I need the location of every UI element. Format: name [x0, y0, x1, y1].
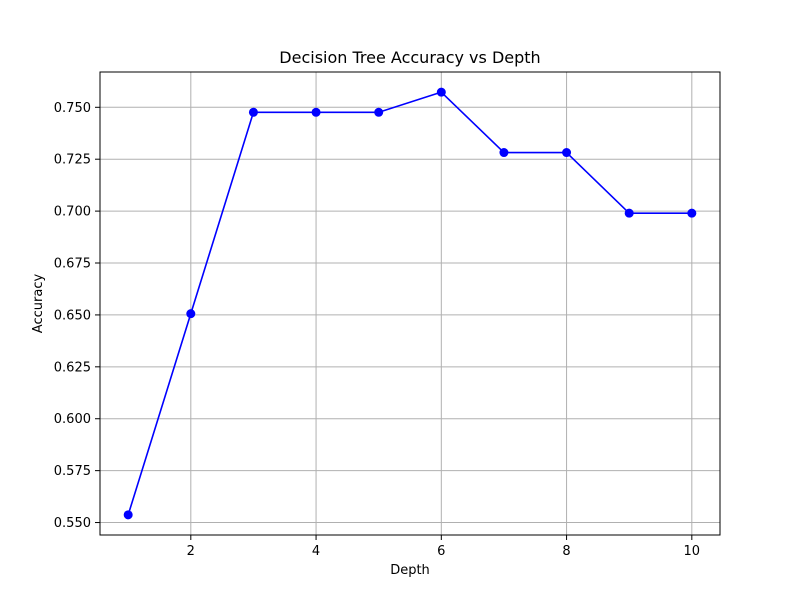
grid — [100, 72, 720, 535]
plot-frame — [99, 71, 721, 536]
y-tick-label: 0.550 — [54, 516, 91, 531]
y-tick-label: 0.600 — [54, 412, 91, 427]
y-tick-label: 0.625 — [54, 360, 91, 375]
data-point — [436, 87, 446, 97]
data-point — [562, 148, 572, 158]
chart-title: Decision Tree Accuracy vs Depth — [279, 48, 540, 67]
data-point — [248, 107, 258, 117]
y-tick-label: 0.700 — [54, 205, 91, 220]
y-tick-label: 0.675 — [54, 257, 91, 272]
data-point — [624, 208, 634, 218]
x-tick-label: 2 — [187, 544, 195, 559]
y-tick-label: 0.750 — [54, 101, 91, 116]
y-axis-label: Accuracy — [31, 274, 46, 334]
x-axis-label: Depth — [390, 563, 430, 578]
y-tick-label: 0.650 — [54, 308, 91, 323]
x-tick-label: 6 — [437, 544, 445, 559]
data-point — [499, 148, 509, 158]
data-point — [374, 107, 384, 117]
series-line — [127, 91, 692, 516]
y-tick-label: 0.575 — [54, 464, 91, 479]
data-point — [687, 208, 697, 218]
data-point — [186, 309, 196, 319]
x-tick-label: 10 — [684, 544, 701, 559]
x-tick-label: 8 — [562, 544, 570, 559]
series — [123, 87, 697, 520]
axis-ticks: 2 4 6 8 10 0.550 0.575 0.600 0.625 0.650 0.675 0.70… — [54, 101, 700, 559]
x-tick-label: 4 — [312, 544, 320, 559]
y-tick-label: 0.725 — [54, 153, 91, 168]
data-point — [123, 510, 133, 520]
data-point — [311, 107, 321, 117]
